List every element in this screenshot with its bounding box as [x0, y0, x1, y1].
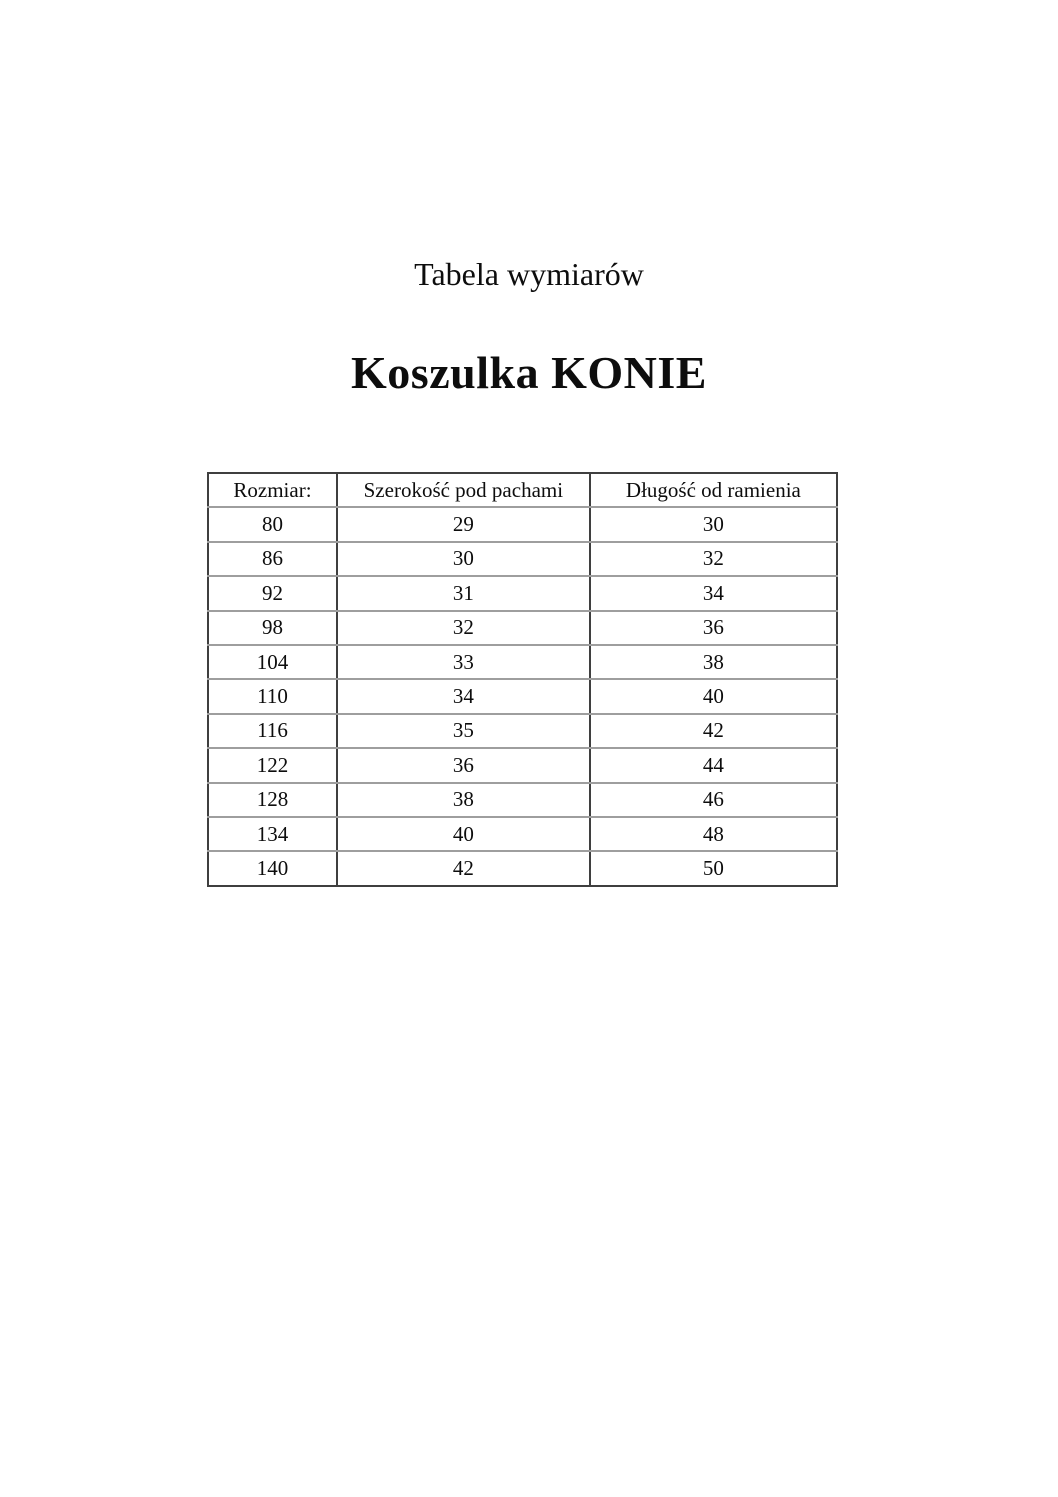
size-table: Rozmiar: Szerokość pod pachami Długość o… [207, 471, 839, 887]
table-cell: 140 [207, 850, 338, 887]
table-cell: 40 [588, 678, 839, 715]
table-cell: 128 [207, 781, 338, 818]
table-row: 98 32 36 [207, 609, 839, 646]
header-cell-size: Rozmiar: [207, 471, 338, 509]
table-cell: 36 [335, 747, 591, 784]
table-cell: 35 [335, 712, 591, 750]
table-cell: 31 [335, 575, 591, 612]
table-cell: 30 [588, 506, 839, 543]
table-row: 92 31 34 [207, 575, 839, 612]
table-cell: 92 [207, 575, 338, 612]
document-title: Koszulka KONIE [351, 347, 707, 398]
table-header-row: Rozmiar: Szerokość pod pachami Długość o… [207, 471, 839, 509]
table-cell: 36 [588, 609, 839, 646]
table-cell: 98 [207, 609, 338, 646]
table-cell: 134 [207, 815, 338, 853]
table-cell: 32 [588, 540, 839, 578]
table-cell: 38 [588, 643, 839, 681]
table-row: 110 34 40 [207, 678, 839, 715]
table-cell: 86 [207, 540, 338, 578]
table-cell: 38 [335, 781, 591, 818]
table-cell: 48 [588, 815, 839, 853]
table-cell: 34 [335, 678, 591, 715]
table-row: 140 42 50 [207, 850, 839, 887]
table-cell: 34 [588, 575, 839, 612]
table-cell: 29 [335, 506, 591, 543]
document-subtitle: Tabela wymiarów [414, 256, 644, 292]
table-row: 134 40 48 [207, 815, 839, 853]
table-row: 116 35 42 [207, 712, 839, 750]
table-cell: 116 [207, 712, 338, 750]
header-cell-length-from-shoulder: Długość od ramienia [588, 471, 839, 509]
table-row: 80 29 30 [207, 506, 839, 543]
table-cell: 104 [207, 643, 338, 681]
table-row: 128 38 46 [207, 781, 839, 818]
table-cell: 30 [335, 540, 591, 578]
table-cell: 42 [588, 712, 839, 750]
table-cell: 33 [335, 643, 591, 681]
header-cell-width-under-armpits: Szerokość pod pachami [335, 471, 591, 509]
table-row: 104 33 38 [207, 643, 839, 681]
table-cell: 42 [335, 850, 591, 887]
table-cell: 50 [588, 850, 839, 887]
size-table-container: Rozmiar: Szerokość pod pachami Długość o… [207, 471, 839, 887]
size-table-body: 80 29 30 86 30 32 92 31 34 98 32 36 104 33 38 110 34 40 11… [207, 506, 839, 887]
table-cell: 122 [207, 747, 338, 784]
table-cell: 110 [207, 678, 338, 715]
table-cell: 40 [335, 815, 591, 853]
table-cell: 32 [335, 609, 591, 646]
table-cell: 46 [588, 781, 839, 818]
table-cell: 44 [588, 747, 839, 784]
table-row: 86 30 32 [207, 540, 839, 578]
table-row: 122 36 44 [207, 747, 839, 784]
table-cell: 80 [207, 506, 338, 543]
